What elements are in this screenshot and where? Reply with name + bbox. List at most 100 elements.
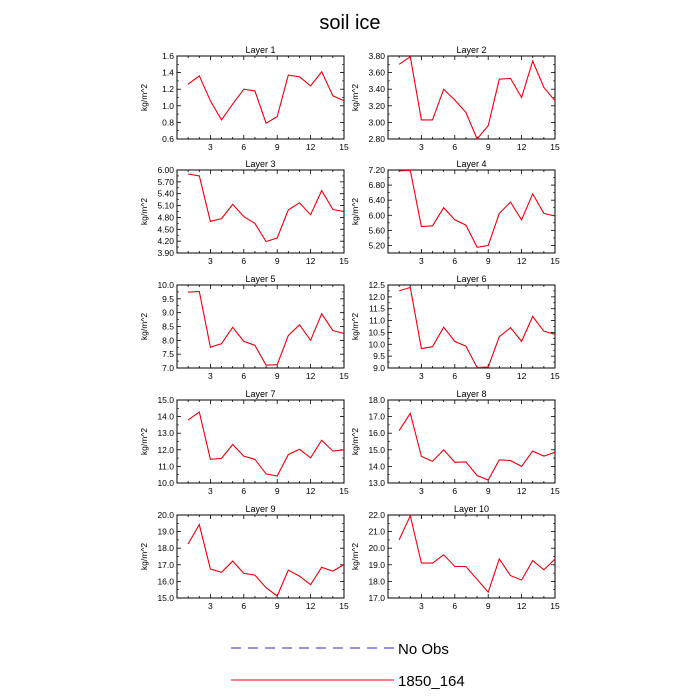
x-tick-label: 6 bbox=[452, 486, 457, 496]
chart-panel: Layer 4 kg/m^2 3 6 9 12 15 5.20 5.60 6.00 6.40 6.80… bbox=[350, 159, 560, 266]
y-tick-label: 1.0 bbox=[162, 101, 174, 111]
y-axis-label: kg/m^2 bbox=[350, 84, 360, 111]
legend: No Obs 1850_164 bbox=[231, 641, 465, 690]
x-tick-label: 3 bbox=[208, 256, 213, 266]
series-line bbox=[187, 70, 345, 125]
x-tick-label: 6 bbox=[452, 371, 457, 381]
x-tick-label: 9 bbox=[275, 256, 280, 266]
y-tick-label: 0.8 bbox=[162, 117, 174, 127]
x-tick-label: 12 bbox=[517, 142, 527, 152]
y-tick-label: 4.80 bbox=[157, 212, 174, 222]
series-line bbox=[188, 290, 345, 366]
y-tick-label: 11.0 bbox=[369, 316, 385, 326]
panel-title: Layer 7 bbox=[245, 389, 275, 399]
y-tick-label: 11.5 bbox=[369, 304, 385, 314]
y-tick-label: 15.0 bbox=[368, 445, 385, 455]
y-tick-label: 16.0 bbox=[157, 576, 174, 586]
legend-label: No Obs bbox=[398, 641, 449, 658]
x-tick-label: 15 bbox=[339, 371, 349, 381]
panel-title: Layer 2 bbox=[456, 45, 486, 55]
y-tick-label: 10.0 bbox=[157, 478, 174, 488]
x-tick-label: 3 bbox=[419, 601, 424, 611]
x-tick-label: 9 bbox=[486, 142, 491, 152]
x-tick-label: 9 bbox=[486, 256, 491, 266]
plot-frame bbox=[176, 514, 345, 599]
y-tick-label: 3.80 bbox=[368, 51, 385, 61]
y-tick-label: 8.5 bbox=[162, 322, 174, 332]
chart-panel: Layer 9 kg/m^2 3 6 9 12 15 15.0 16.0 17.0 18.0 19.0… bbox=[139, 504, 349, 611]
y-axis-label: kg/m^2 bbox=[139, 84, 149, 111]
x-tick-label: 15 bbox=[550, 486, 560, 496]
y-tick-label: 12.0 bbox=[157, 445, 174, 455]
figure-title: soil ice bbox=[319, 12, 380, 34]
y-tick-label: 14.0 bbox=[157, 412, 174, 422]
series-line bbox=[398, 55, 556, 141]
y-tick-label: 13.0 bbox=[368, 478, 385, 488]
x-tick-label: 3 bbox=[419, 486, 424, 496]
y-tick-label: 1.2 bbox=[162, 84, 174, 94]
y-tick-label: 18.0 bbox=[368, 395, 385, 405]
x-tick-label: 15 bbox=[339, 142, 349, 152]
y-tick-label: 10.0 bbox=[157, 280, 174, 290]
x-tick-label: 3 bbox=[419, 256, 424, 266]
y-tick-label: 6.00 bbox=[368, 210, 385, 220]
y-tick-label: 9.0 bbox=[162, 308, 174, 318]
x-tick-label: 3 bbox=[419, 371, 424, 381]
y-tick-label: 15.0 bbox=[157, 593, 174, 603]
chart-panel: Layer 10 kg/m^2 3 6 9 12 15 17.0 18.0 19.0 20.0 21.… bbox=[350, 504, 560, 611]
x-tick-label: 15 bbox=[339, 601, 349, 611]
y-axis-label: kg/m^2 bbox=[350, 543, 360, 570]
x-tick-label: 15 bbox=[550, 601, 560, 611]
panel-title: Layer 5 bbox=[245, 274, 275, 284]
y-axis-label: kg/m^2 bbox=[139, 198, 149, 225]
x-tick-label: 3 bbox=[208, 486, 213, 496]
x-tick-label: 15 bbox=[339, 256, 349, 266]
plot-frame bbox=[176, 399, 345, 484]
y-tick-label: 17.0 bbox=[368, 593, 385, 603]
x-tick-label: 6 bbox=[241, 371, 246, 381]
x-tick-label: 3 bbox=[419, 142, 424, 152]
panels: Layer 1kg/m^23 6 9 12 150.60.81.01.21.41.6La… bbox=[139, 45, 560, 611]
series-line bbox=[187, 523, 345, 597]
series-line bbox=[398, 286, 556, 369]
y-tick-label: 6.80 bbox=[368, 180, 385, 190]
x-tick-label: 15 bbox=[339, 486, 349, 496]
y-tick-label: 9.5 bbox=[162, 294, 174, 304]
y-tick-label: 3.20 bbox=[368, 101, 385, 111]
plot-frame bbox=[176, 169, 345, 254]
y-tick-label: 10.0 bbox=[368, 339, 385, 349]
y-axis-label: kg/m^2 bbox=[139, 428, 149, 455]
y-axis-label: kg/m^2 bbox=[139, 313, 149, 340]
y-axis-label: kg/m^2 bbox=[350, 198, 360, 225]
x-tick-label: 12 bbox=[306, 486, 316, 496]
plot-frame bbox=[387, 169, 556, 254]
y-axis-label: kg/m^2 bbox=[139, 543, 149, 570]
x-tick-label: 12 bbox=[306, 142, 316, 152]
x-tick-label: 12 bbox=[517, 486, 527, 496]
y-tick-label: 5.10 bbox=[157, 201, 174, 211]
x-tick-label: 6 bbox=[241, 486, 246, 496]
x-tick-label: 12 bbox=[306, 256, 316, 266]
y-tick-label: 5.40 bbox=[157, 189, 174, 199]
chart-panel: Layer 7 kg/m^2 3 6 9 12 15 10.0 11.0 12.0 13.0 14.0… bbox=[139, 389, 349, 496]
x-tick-label: 9 bbox=[275, 371, 280, 381]
x-tick-label: 9 bbox=[486, 601, 491, 611]
x-tick-label: 9 bbox=[275, 142, 280, 152]
y-tick-label: 18.0 bbox=[157, 543, 174, 553]
y-tick-label: 19.0 bbox=[368, 560, 385, 570]
y-tick-label: 16.0 bbox=[368, 428, 385, 438]
y-tick-label: 5.20 bbox=[368, 240, 385, 250]
x-tick-label: 12 bbox=[306, 371, 316, 381]
y-tick-label: 22.0 bbox=[368, 510, 385, 520]
x-tick-label: 3 bbox=[208, 371, 213, 381]
x-tick-label: 6 bbox=[241, 256, 246, 266]
x-tick-label: 12 bbox=[517, 256, 527, 266]
y-tick-label: 3.90 bbox=[157, 248, 174, 258]
y-tick-label: 12.0 bbox=[368, 292, 385, 302]
series-line bbox=[188, 173, 345, 243]
y-tick-label: 4.20 bbox=[157, 236, 174, 246]
x-tick-label: 6 bbox=[452, 256, 457, 266]
chart-panel: Layer 5 kg/m^2 3 6 9 12 15 7.0 7.5 8.0 8.5 9.0 9.5 10… bbox=[139, 274, 349, 381]
x-tick-label: 6 bbox=[241, 142, 246, 152]
